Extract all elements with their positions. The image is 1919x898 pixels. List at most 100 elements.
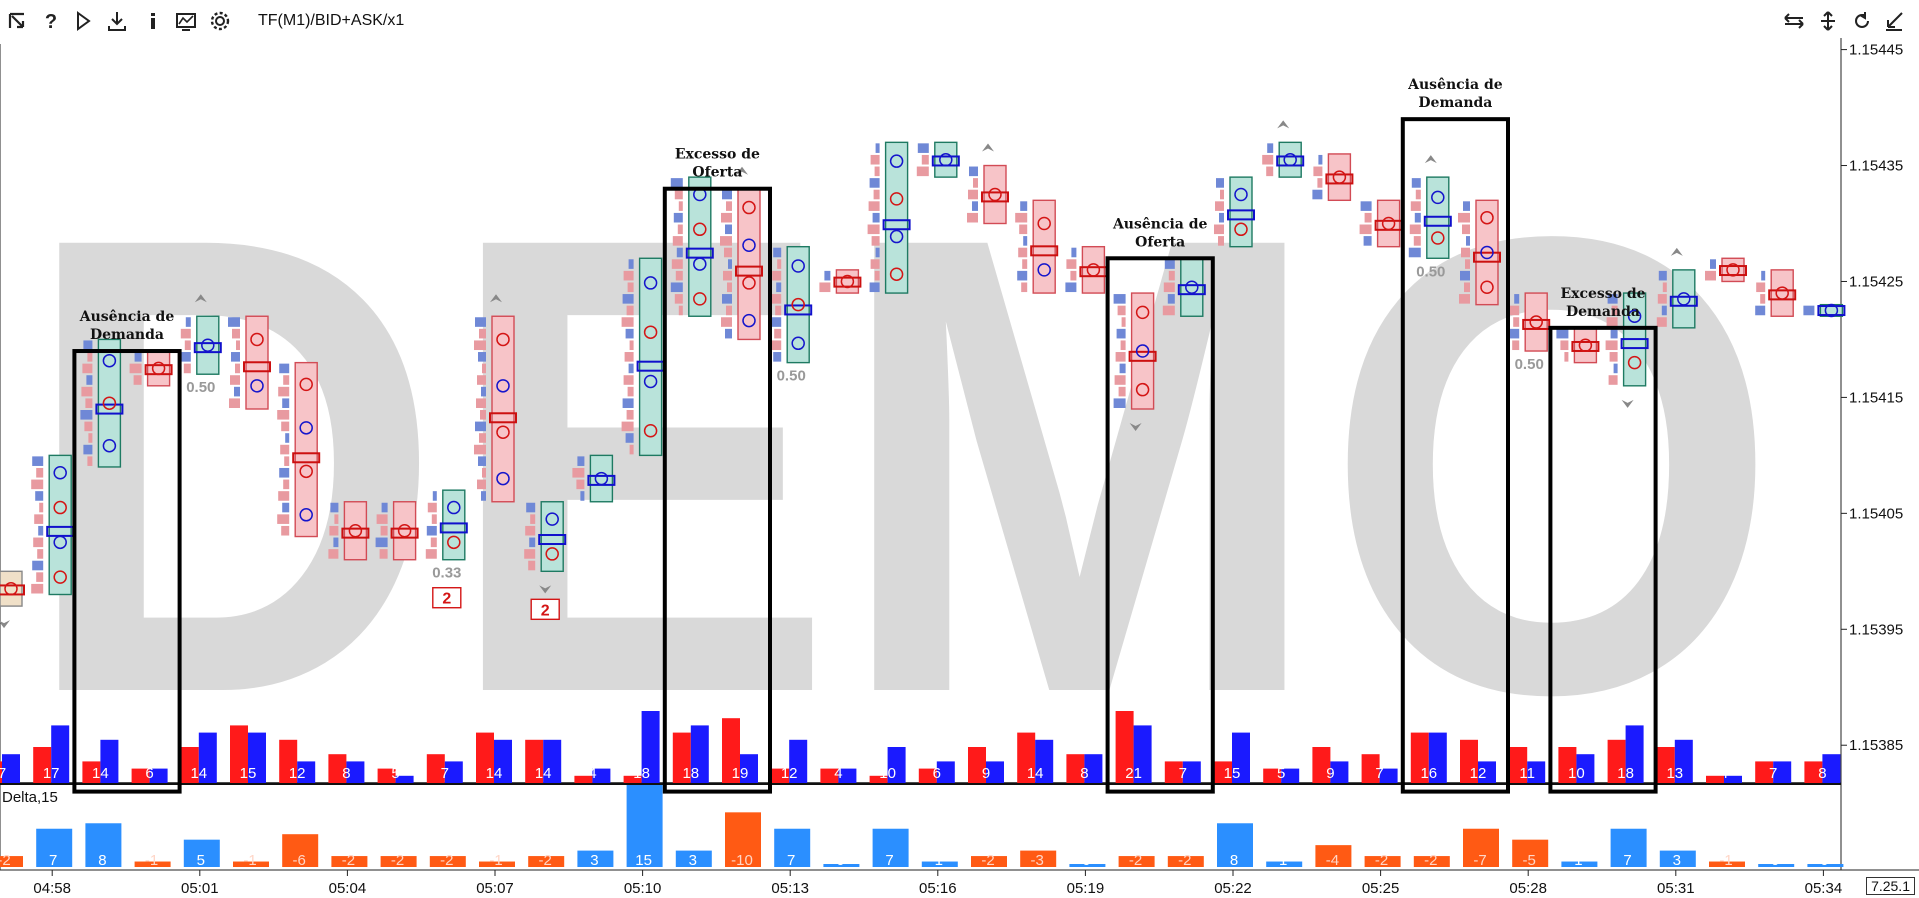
delta-bar <box>233 861 269 867</box>
imbalance-circle <box>1332 170 1347 184</box>
volume-bid-bar <box>722 718 740 783</box>
volume-label: 6 <box>145 765 153 782</box>
imbalance-circle <box>102 353 117 368</box>
profile-bar <box>80 410 93 420</box>
profile-bar <box>576 479 585 490</box>
volume-label: 9 <box>1326 765 1334 782</box>
profile-bar <box>678 201 683 211</box>
imbalance-circle <box>988 187 1002 202</box>
delta-value: -2 <box>539 852 552 869</box>
profile-bar <box>1071 247 1077 258</box>
profile-bar <box>1460 270 1470 281</box>
poc-box <box>1473 251 1501 263</box>
candle-body <box>688 176 712 317</box>
arrow-up-marker <box>194 294 207 303</box>
info-icon[interactable] <box>140 8 166 34</box>
volume-ask-bar <box>986 761 1004 783</box>
profile-bar <box>1364 212 1372 223</box>
volume-bid-bar <box>1509 747 1528 783</box>
profile-bar <box>774 328 782 339</box>
ratio-label: 0.50 <box>777 368 806 385</box>
candle-body <box>1327 153 1352 202</box>
annotation-label: Oferta <box>692 165 742 181</box>
delta-bar <box>1463 828 1499 867</box>
volume-bid-bar <box>1656 747 1675 783</box>
candle-body <box>1672 269 1696 329</box>
profile-bar <box>577 456 585 466</box>
profile-bar <box>874 270 880 281</box>
volume-label: 7 <box>1375 765 1383 782</box>
imbalance-circle <box>53 500 67 515</box>
chart-monitor-icon[interactable] <box>173 8 199 34</box>
refresh-icon[interactable] <box>1849 8 1875 34</box>
candle-body <box>884 141 909 294</box>
candle-body <box>146 350 171 387</box>
volume-bid-bar <box>820 768 839 783</box>
poc-box <box>292 452 321 464</box>
volume-label: 10 <box>879 765 896 782</box>
arrow-down-marker <box>1129 423 1142 431</box>
profile-bar <box>1611 305 1618 316</box>
profile-bar <box>1317 178 1323 188</box>
imbalance-circle <box>1283 152 1297 167</box>
gear-icon[interactable] <box>207 8 233 34</box>
profile-bar <box>867 224 880 235</box>
delta-value: -2 <box>1178 852 1191 869</box>
profile-bar <box>232 328 240 339</box>
play-icon[interactable] <box>70 8 96 34</box>
poc-box <box>1719 265 1747 277</box>
delta-value: -1 <box>489 852 502 869</box>
candle-body <box>1721 257 1745 283</box>
profile-bar <box>1661 305 1667 316</box>
volume-ask-bar <box>543 739 562 783</box>
footprint-candle <box>819 269 862 294</box>
delta-bar <box>85 823 122 867</box>
profile-bar <box>482 467 486 478</box>
profile-bar <box>721 317 732 327</box>
volume-label: 21 <box>1125 765 1142 782</box>
volume-ask-bar <box>838 768 857 783</box>
profile-bar <box>1119 363 1126 374</box>
imbalance-circle <box>151 361 166 376</box>
collapse-icon[interactable] <box>1881 8 1907 34</box>
footprint-candle <box>1605 292 1649 408</box>
volume-ask-bar <box>2 754 20 783</box>
volume-ask-bar <box>395 775 414 783</box>
volume-label: 18 <box>633 765 650 782</box>
delta-bar <box>921 861 958 867</box>
volume-label: 16 <box>1420 765 1437 782</box>
delta-bar <box>1118 856 1155 867</box>
profile-bar <box>624 352 634 362</box>
cursor-arrow-icon[interactable] <box>4 8 30 34</box>
profile-bar <box>1662 282 1667 293</box>
vertical-arrows-icon[interactable] <box>1815 8 1841 34</box>
footprint-candle <box>277 361 321 538</box>
profile-bar <box>1464 282 1470 293</box>
horizontal-arrows-icon[interactable] <box>1781 8 1807 34</box>
footprint-candle <box>1458 199 1501 306</box>
volume-bid-bar <box>1312 747 1331 783</box>
imbalance-circle <box>693 222 707 237</box>
help-icon[interactable]: ? <box>38 8 64 34</box>
candle-body <box>48 454 72 596</box>
footprint-candle <box>670 176 714 317</box>
profile-bar <box>1215 201 1224 211</box>
imbalance-circle <box>1234 187 1248 202</box>
profile-bar <box>671 259 683 269</box>
profile-bar <box>1462 224 1470 235</box>
profile-bar <box>625 433 634 443</box>
profile-bar <box>83 340 93 351</box>
delta-bar <box>1807 864 1844 867</box>
time-tick-label: 05:07 <box>476 880 514 897</box>
profile-bar <box>228 317 240 327</box>
delta-value: 0 <box>836 852 844 869</box>
delta-value: -2 <box>1129 852 1142 869</box>
profile-bar <box>334 514 339 524</box>
profile-bar <box>629 340 634 351</box>
volume-ask-bar <box>1724 775 1742 783</box>
candle-body <box>934 141 958 178</box>
download-icon[interactable] <box>104 8 130 34</box>
delta-value: 3 <box>1673 852 1681 869</box>
delta-value: -1 <box>145 852 158 869</box>
